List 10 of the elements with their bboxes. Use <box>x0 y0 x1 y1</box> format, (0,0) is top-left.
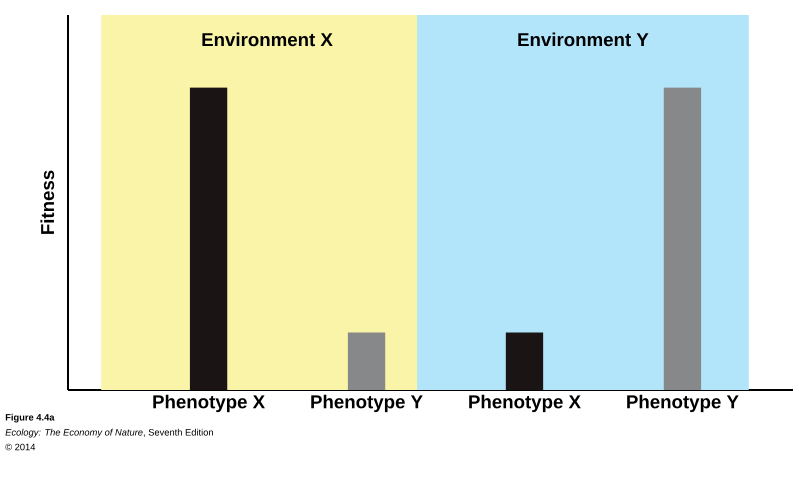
caption: Figure 4.4a <box>6 414 55 422</box>
text: Environment Y <box>518 32 648 46</box>
x-tick-label: Phenotype X <box>153 394 265 412</box>
text: Environment X <box>202 32 333 46</box>
x-tick-label: Phenotype Y <box>627 394 739 412</box>
text: © 2014 <box>5 444 36 450</box>
text: Ecology: The Economy of Nature, Seventh Edition <box>5 428 213 438</box>
x-tick-label: Phenotype Y <box>311 394 423 412</box>
x-tick-label: Phenotype X <box>469 394 581 412</box>
y-axis-title: Fitness <box>40 170 54 234</box>
